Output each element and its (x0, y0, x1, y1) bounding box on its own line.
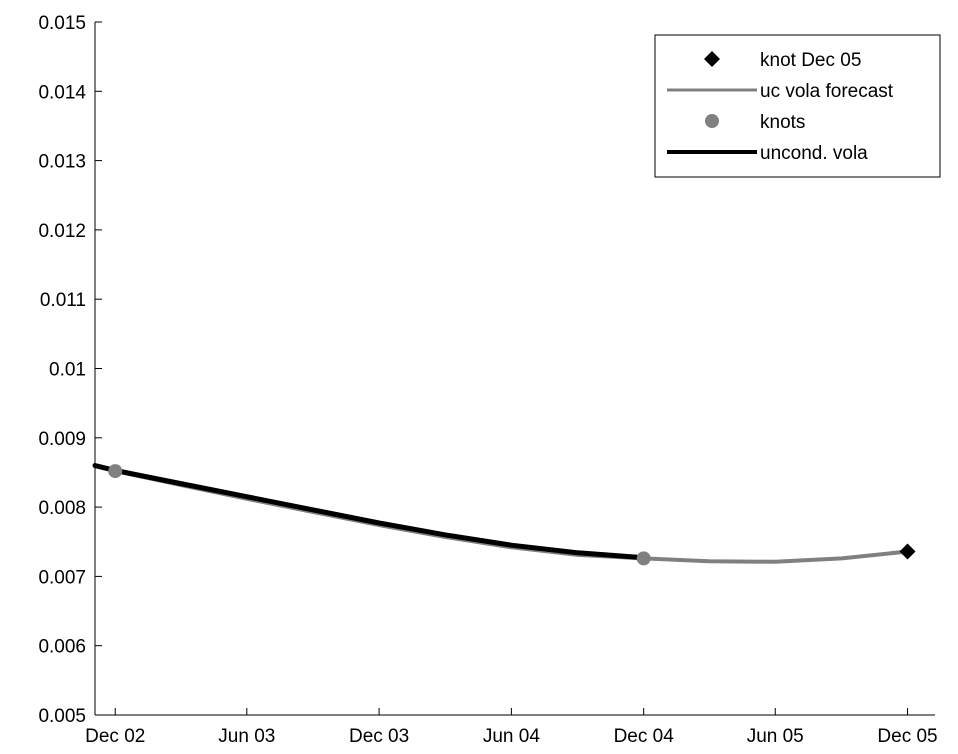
x-tick-label: Dec 03 (349, 726, 409, 747)
y-tick-label: 0.014 (38, 82, 86, 103)
knot-marker (108, 464, 123, 479)
y-tick-label: 0.006 (38, 637, 86, 658)
y-axis-ticks: 0.005 0.006 0.007 0.008 0.009 0.01 0.011 0.012 0… (38, 13, 102, 727)
y-tick-label: 0.009 (38, 429, 86, 450)
y-tick-label: 0.012 (38, 221, 86, 242)
legend-label-knots: knots (760, 112, 805, 133)
knot-dec05-marker (899, 543, 916, 560)
legend-label-uncond-vola: uncond. vola (760, 143, 868, 164)
legend-symbol-knot-dec-05 (704, 51, 720, 67)
y-tick-label: 0.008 (38, 498, 86, 519)
x-tick-label: Jun 04 (483, 726, 540, 747)
legend: knot Dec 05 uc vola forecast knots uncond. … (654, 34, 941, 178)
x-tick-label: Dec 04 (614, 726, 675, 747)
y-tick-label: 0.011 (40, 290, 86, 311)
y-tick-label: 0.01 (49, 360, 86, 381)
y-tick-label: 0.013 (38, 152, 86, 173)
x-axis-ticks: Dec 02 Jun 03 Dec 03 Jun 04 Dec 04 Jun 05 Dec … (85, 708, 938, 747)
legend-label-knot-dec-05: knot Dec 05 (760, 50, 861, 71)
legend-symbol-knots (705, 114, 719, 128)
legend-label-uc-vola-forecast: uc vola forecast (760, 81, 894, 102)
x-tick-label: Dec 02 (85, 726, 145, 747)
x-tick-label: Jun 03 (218, 726, 275, 747)
series-line-uc-vola-forecast (93, 464, 910, 564)
plot-area (92, 463, 916, 566)
series-line-unconditional-vola (92, 463, 647, 561)
x-tick-label: Jun 05 (747, 726, 804, 747)
y-tick-label: 0.015 (38, 13, 86, 34)
knot-marker (636, 551, 651, 566)
x-tick-label: Dec 05 (877, 726, 937, 747)
y-tick-label: 0.005 (38, 706, 86, 727)
y-tick-label: 0.007 (38, 567, 86, 588)
